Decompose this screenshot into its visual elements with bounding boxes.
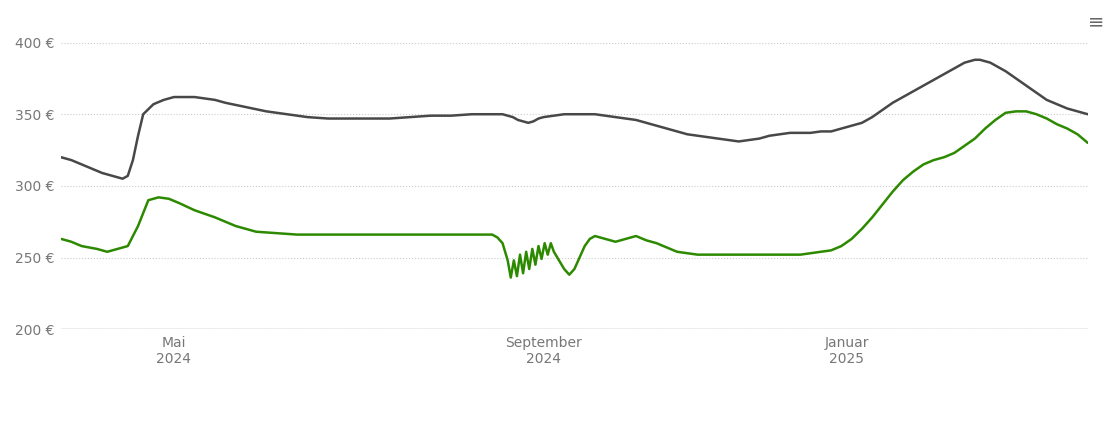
Sackware bbox=[465, 112, 478, 117]
lose Ware bbox=[504, 275, 517, 280]
Sackware bbox=[1081, 112, 1094, 117]
lose Ware bbox=[1030, 112, 1043, 117]
Sackware bbox=[322, 116, 335, 121]
Line: Sackware: Sackware bbox=[61, 60, 1088, 179]
lose Ware bbox=[1009, 109, 1022, 114]
Sackware bbox=[968, 57, 981, 62]
Line: lose Ware: lose Ware bbox=[61, 111, 1088, 278]
lose Ware bbox=[486, 232, 500, 237]
lose Ware bbox=[999, 110, 1012, 115]
Sackware bbox=[917, 83, 930, 88]
Sackware bbox=[660, 126, 674, 131]
Text: ≡: ≡ bbox=[1088, 13, 1104, 32]
lose Ware bbox=[968, 136, 981, 141]
lose Ware bbox=[1081, 141, 1094, 146]
lose Ware bbox=[54, 236, 68, 241]
Sackware bbox=[54, 155, 68, 160]
Sackware bbox=[383, 116, 396, 121]
Sackware bbox=[115, 176, 129, 181]
lose Ware bbox=[649, 241, 663, 246]
lose Ware bbox=[989, 117, 1002, 122]
Sackware bbox=[629, 117, 643, 122]
